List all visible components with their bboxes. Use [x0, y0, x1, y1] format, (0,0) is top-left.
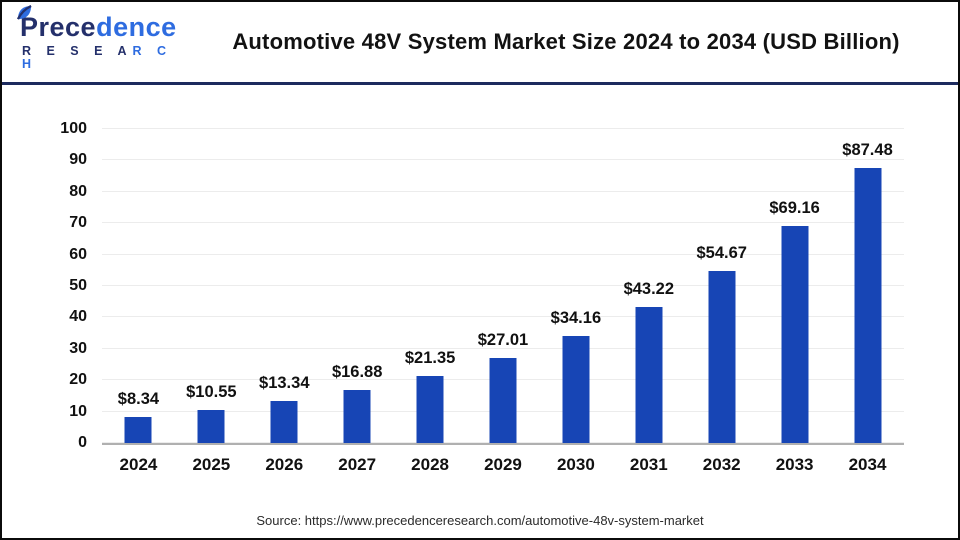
- y-tick-label-20: 20: [69, 371, 87, 389]
- gridline-90: [102, 159, 904, 161]
- plot-area: $8.34 $10.55 $13.34 $16.88 $21.35 $27.01 $34.1…: [102, 128, 904, 445]
- bar-slot-2032: $54.67: [685, 129, 758, 443]
- bar-slot-2031: $43.22: [612, 129, 685, 443]
- logo-wordmark: Precedence: [17, 5, 196, 42]
- gridline-60: [102, 253, 904, 255]
- bar-value-label-2024: $8.34: [117, 389, 160, 408]
- bar-value-label-2028: $21.35: [404, 348, 456, 367]
- gridline-70: [102, 222, 904, 224]
- x-tick-label-2034: 2034: [848, 455, 887, 474]
- logo-subtext-secondary: R C H: [22, 44, 173, 71]
- y-tick-label-80: 80: [69, 182, 87, 200]
- bar-2025: [197, 409, 225, 443]
- x-tick-label-2031: 2031: [629, 455, 668, 474]
- x-tick-label-2030: 2030: [556, 455, 595, 474]
- bar-slot-2028: $21.35: [394, 129, 467, 443]
- x-axis: 2024 2025 2026 2027 2028 2029 2030 2031 2032 2033…: [102, 455, 904, 475]
- bar-2031: [635, 307, 663, 443]
- logo-leaf-icon: [17, 5, 32, 20]
- y-tick-label-40: 40: [69, 308, 87, 326]
- precedence-research-logo: Precedence R E S E AR C H: [17, 5, 196, 70]
- bar-slot-2029: $27.01: [467, 129, 540, 443]
- gridline-30: [102, 347, 904, 349]
- bar-2024: [124, 416, 152, 443]
- y-axis: 0 10 20 30 40 50 60 70 80 90 100: [2, 120, 87, 451]
- bar-value-label-2031: $43.22: [623, 280, 675, 299]
- bar-value-label-2034: $87.48: [842, 141, 893, 160]
- bar-slot-2026: $13.34: [248, 129, 321, 443]
- bar-slot-2030: $34.16: [539, 129, 612, 443]
- x-tick-label-2029: 2029: [484, 455, 522, 474]
- bar-2034: [854, 168, 882, 443]
- x-tick-label-2024: 2024: [119, 455, 158, 474]
- bar-value-label-2029: $27.01: [477, 331, 529, 350]
- y-tick-label-60: 60: [69, 245, 87, 263]
- logo-text-primary: Prece: [20, 12, 97, 42]
- gridline-40: [102, 316, 904, 318]
- x-tick-label-2032: 2032: [702, 455, 741, 474]
- x-tick-label-2028: 2028: [411, 455, 449, 474]
- logo-subtext-primary: R E S E A: [22, 44, 133, 58]
- y-tick-label-100: 100: [60, 120, 87, 137]
- bar-value-label-2027: $16.88: [331, 363, 383, 381]
- bar-slot-2034: $87.48: [831, 129, 904, 443]
- bar-2033: [781, 225, 809, 443]
- bar-series: $8.34 $10.55 $13.34 $16.88 $21.35 $27.01 $34.1…: [102, 129, 904, 443]
- x-tick-label-2025: 2025: [192, 455, 231, 474]
- x-tick-label-2026: 2026: [265, 455, 304, 474]
- x-tick-label-2027: 2027: [338, 455, 377, 474]
- y-tick-label-10: 10: [69, 402, 87, 420]
- bar-slot-2033: $69.16: [758, 129, 831, 443]
- x-tick-label-2033: 2033: [775, 455, 814, 474]
- bar-2026: [270, 401, 298, 443]
- y-tick-label-90: 90: [69, 151, 87, 169]
- y-tick-label-30: 30: [69, 339, 87, 357]
- bar-value-label-2025: $10.55: [186, 382, 237, 401]
- bar-value-label-2026: $13.34: [259, 374, 310, 393]
- y-tick-label-50: 50: [69, 277, 87, 294]
- bar-2030: [562, 335, 590, 443]
- gridline-100: [102, 128, 904, 129]
- bar-2027: [343, 390, 371, 443]
- source-text: Source: https://www.precedenceresearch.c…: [256, 513, 704, 528]
- bar-slot-2025: $10.55: [175, 129, 248, 443]
- gridline-80: [102, 190, 904, 192]
- y-tick-label-70: 70: [69, 214, 87, 232]
- bar-2029: [489, 358, 517, 443]
- y-tick-label-0: 0: [78, 434, 87, 451]
- bar-value-label-2030: $34.16: [550, 308, 602, 327]
- bar-2028: [416, 375, 444, 443]
- bar-slot-2024: $8.34: [102, 129, 175, 443]
- bar-value-label-2033: $69.16: [769, 198, 820, 217]
- bar-value-label-2032: $54.67: [696, 244, 747, 263]
- gridline-50: [102, 285, 904, 286]
- bar-2032: [708, 271, 736, 443]
- logo-text-secondary: dence: [96, 12, 177, 42]
- bar-slot-2027: $16.88: [321, 129, 394, 443]
- logo-subtext: R E S E AR C H: [18, 45, 196, 70]
- page-title: Automotive 48V System Market Size 2024 t…: [232, 29, 900, 54]
- header: Precedence R E S E AR C H Automotive 48V…: [2, 2, 958, 85]
